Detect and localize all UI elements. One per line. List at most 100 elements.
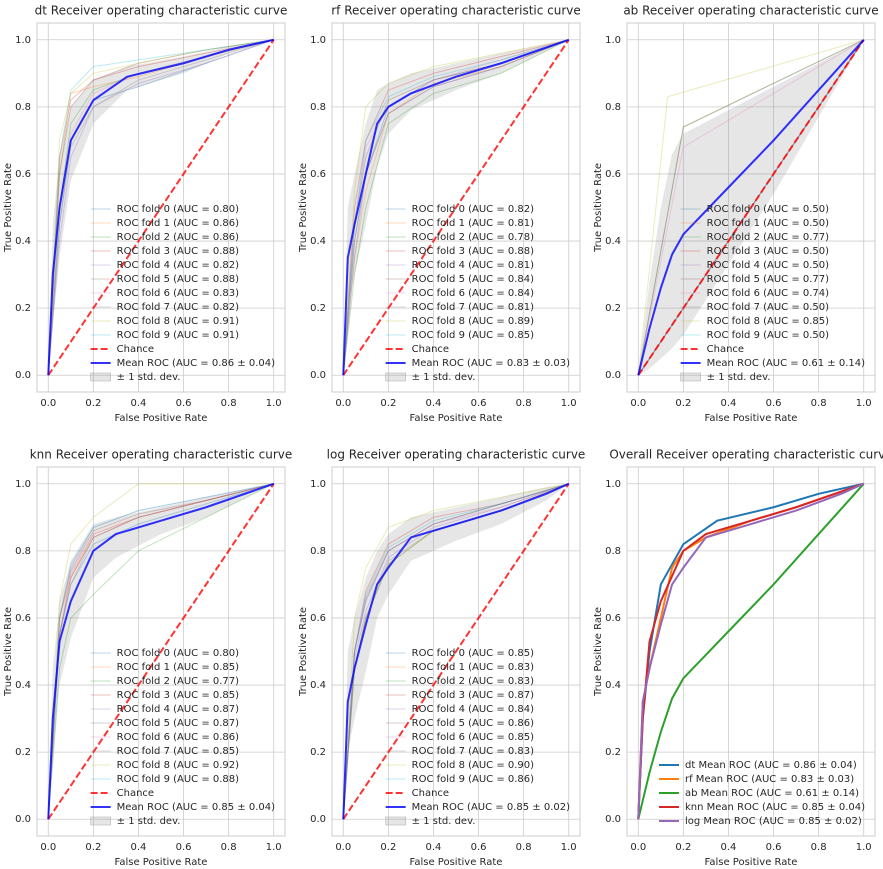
- y-axis-label: True Positive Rate: [3, 163, 14, 253]
- roc-line: [637, 39, 865, 376]
- roc-line: [342, 483, 569, 820]
- legend-label: ROC fold 7 (AUC = 0.83): [412, 746, 535, 757]
- x-tick-label: 1.0: [856, 842, 872, 853]
- y-tick-label: 0.8: [15, 102, 31, 113]
- y-tick-label: 0.2: [310, 303, 326, 314]
- x-tick-label: 0.8: [811, 398, 827, 409]
- y-tick-label: 0.6: [15, 169, 31, 180]
- roc-line: [47, 483, 274, 820]
- legend-label: ROC fold 1 (AUC = 0.86): [117, 218, 240, 229]
- roc-line: [47, 482, 275, 820]
- y-tick-label: 0.8: [310, 102, 326, 113]
- x-tick-label: 0.6: [766, 842, 782, 853]
- legend-label: ROC fold 3 (AUC = 0.88): [117, 246, 240, 257]
- x-tick-label: 1.0: [266, 842, 282, 853]
- legend-label: ROC fold 1 (AUC = 0.81): [412, 218, 535, 229]
- roc-line: [47, 483, 275, 820]
- legend-label: ROC fold 2 (AUC = 0.77): [117, 676, 240, 687]
- legend-label: ROC fold 0 (AUC = 0.82): [412, 204, 535, 215]
- legend-swatch: [385, 372, 406, 382]
- roc-line: [342, 39, 569, 376]
- std-band: [343, 483, 569, 820]
- y-tick-label: 0.0: [310, 814, 326, 825]
- x-tick-label: 0.4: [721, 842, 737, 853]
- legend-label: ROC fold 2 (AUC = 0.83): [412, 676, 535, 687]
- roc-line: [47, 39, 274, 376]
- y-tick-label: 0.4: [605, 680, 621, 691]
- roc-line: [47, 483, 274, 820]
- x-tick-label: 0.0: [40, 398, 56, 409]
- legend-label: ROC fold 8 (AUC = 0.89): [412, 316, 535, 327]
- legend-label: ROC fold 6 (AUC = 0.83): [117, 288, 240, 299]
- legend-label: ROC fold 3 (AUC = 0.85): [117, 690, 240, 701]
- y-tick-label: 1.0: [15, 479, 31, 490]
- x-tick-label: 0.2: [380, 398, 396, 409]
- x-tick-label: 0.0: [335, 842, 351, 853]
- legend-label: Chance: [412, 788, 449, 799]
- legend-label: log Mean ROC (AUC = 0.85 ± 0.02): [685, 816, 862, 827]
- legend-label: Chance: [412, 344, 449, 355]
- roc-line: [47, 39, 274, 376]
- roc-line: [637, 482, 865, 820]
- legend-label: ROC fold 9 (AUC = 0.88): [117, 774, 240, 785]
- legend-label: ROC fold 8 (AUC = 0.92): [117, 760, 240, 771]
- legend-swatch: [90, 816, 111, 826]
- legend-label: ROC fold 0 (AUC = 0.85): [412, 648, 535, 659]
- x-tick-label: 1.0: [266, 398, 282, 409]
- x-tick-label: 0.0: [630, 842, 646, 853]
- legend-label: ± 1 std. dev.: [412, 816, 476, 827]
- y-tick-label: 0.0: [310, 370, 326, 381]
- roc-line: [47, 39, 274, 376]
- y-tick-label: 0.4: [310, 236, 326, 247]
- legend-swatch: [90, 372, 111, 382]
- legend-label: ROC fold 6 (AUC = 0.86): [117, 732, 240, 743]
- y-axis-label: True Positive Rate: [298, 163, 309, 253]
- x-tick-label: 1.0: [856, 398, 872, 409]
- legend-label: ROC fold 7 (AUC = 0.81): [412, 302, 535, 313]
- legend-label: ROC fold 8 (AUC = 0.91): [117, 316, 240, 327]
- x-axis-label: False Positive Rate: [115, 413, 208, 424]
- legend-label: Chance: [707, 344, 744, 355]
- legend-label: ROC fold 0 (AUC = 0.50): [707, 204, 830, 215]
- roc-line: [47, 483, 274, 820]
- y-tick-label: 0.2: [605, 303, 621, 314]
- legend-label: ROC fold 4 (AUC = 0.81): [412, 260, 535, 271]
- legend-label: Mean ROC (AUC = 0.83 ± 0.03): [412, 358, 570, 369]
- x-tick-label: 0.6: [471, 842, 487, 853]
- plot-area: [626, 466, 876, 837]
- legend-label: Chance: [117, 344, 154, 355]
- y-tick-label: 1.0: [605, 35, 621, 46]
- roc-line: [637, 39, 865, 376]
- x-tick-label: 0.0: [40, 842, 56, 853]
- roc-line: [47, 39, 275, 376]
- legend-label: ROC fold 9 (AUC = 0.91): [117, 330, 240, 341]
- chart-title: Overall Receiver operating characteristi…: [609, 448, 883, 462]
- roc-line: [47, 38, 274, 376]
- roc-line: [47, 39, 274, 376]
- legend-label: ROC fold 4 (AUC = 0.50): [707, 260, 830, 271]
- y-tick-label: 1.0: [310, 35, 326, 46]
- roc-line: [342, 483, 570, 820]
- legend-label: ROC fold 7 (AUC = 0.50): [707, 302, 830, 313]
- legend-label: ROC fold 5 (AUC = 0.87): [117, 718, 240, 729]
- y-tick-label: 0.2: [605, 747, 621, 758]
- legend-label: ROC fold 9 (AUC = 0.85): [412, 330, 535, 341]
- y-tick-label: 0.2: [310, 747, 326, 758]
- y-tick-label: 0.0: [15, 370, 31, 381]
- chart-title: dt Receiver operating characteristic cur…: [35, 4, 288, 18]
- y-axis-label: True Positive Rate: [593, 163, 604, 253]
- roc-line: [47, 483, 274, 820]
- y-tick-label: 0.2: [15, 303, 31, 314]
- legend-label: ± 1 std. dev.: [412, 372, 476, 383]
- x-axis-label: False Positive Rate: [115, 857, 208, 868]
- legend-label: ROC fold 6 (AUC = 0.84): [412, 288, 535, 299]
- y-tick-label: 0.6: [310, 613, 326, 624]
- legend-label: ROC fold 5 (AUC = 0.77): [707, 274, 830, 285]
- roc-line: [637, 483, 865, 820]
- roc-line: [342, 39, 569, 376]
- legend-label: ROC fold 0 (AUC = 0.80): [117, 204, 240, 215]
- x-tick-label: 0.8: [516, 842, 532, 853]
- roc-line: [637, 39, 864, 376]
- legend-label: ROC fold 8 (AUC = 0.85): [707, 316, 830, 327]
